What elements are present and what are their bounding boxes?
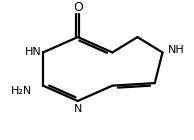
Text: H₂N: H₂N [11,86,33,96]
Text: NH: NH [168,45,185,55]
Text: O: O [73,1,83,14]
Text: HN: HN [24,47,41,57]
Text: N: N [74,104,82,114]
